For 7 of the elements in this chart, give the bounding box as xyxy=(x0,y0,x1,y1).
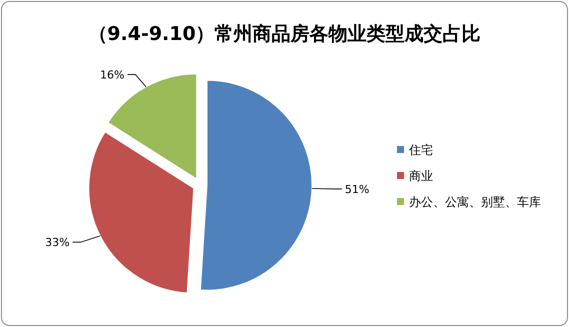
legend-label: 办公、公寓、别墅、车库 xyxy=(409,195,541,209)
data-label: 33% xyxy=(45,236,70,250)
data-label: 51% xyxy=(344,182,370,196)
data-label: 16% xyxy=(100,68,124,82)
chart-title: （9.4-9.10）常州商品房各物业类型成交占比 xyxy=(88,23,481,45)
legend-label: 商业 xyxy=(409,169,433,183)
legend-label: 住宅 xyxy=(408,143,433,157)
